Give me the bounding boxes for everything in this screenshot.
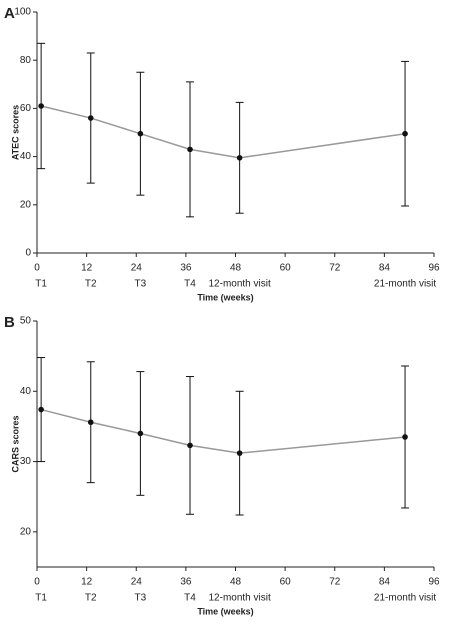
point	[87, 419, 94, 426]
point-label: T3	[135, 279, 147, 290]
x-tick-label: 12	[81, 263, 93, 274]
y-tick-label: 100	[14, 7, 31, 18]
point-label: 21-month visit	[374, 279, 436, 290]
panel-label: A	[4, 5, 15, 22]
line	[40, 105, 406, 159]
x-tick-label: 96	[428, 263, 440, 274]
x-tick-label: 24	[131, 577, 143, 588]
x-tick-label: 36	[180, 577, 192, 588]
point	[402, 434, 408, 440]
point	[236, 450, 243, 456]
x-tick-label: 0	[34, 577, 40, 588]
y-tick-label: 30	[20, 456, 32, 467]
point	[87, 115, 94, 121]
point-label: 12-month visit	[209, 593, 271, 604]
x-tick-label: 96	[428, 577, 440, 588]
y-tick-label: 60	[20, 103, 32, 114]
x-tick-label: 84	[379, 263, 391, 274]
point	[38, 406, 44, 413]
y-tick-label: 80	[20, 55, 32, 66]
y-axis-title: CARS scores	[10, 415, 20, 472]
point-label: T1	[35, 593, 47, 604]
x-axis-title: Time (weeks)	[197, 292, 253, 302]
panel-label: B	[4, 314, 15, 331]
point-label: T4	[184, 279, 196, 290]
y-tick-label: 20	[20, 199, 32, 210]
point	[137, 430, 144, 437]
point-label: T3	[135, 593, 147, 604]
y-tick-label: 0	[25, 248, 31, 259]
point	[402, 130, 408, 137]
point-label: 12-month visit	[209, 279, 271, 290]
x-tick-label: 48	[230, 263, 242, 274]
x-tick-label: 48	[230, 577, 242, 588]
point-label: T2	[85, 279, 97, 290]
x-tick-label: 36	[180, 263, 192, 274]
x-tick-label: 0	[34, 263, 40, 274]
y-tick-label: 20	[20, 526, 32, 537]
x-tick-label: 60	[280, 577, 292, 588]
x-tick-label: 72	[329, 577, 341, 588]
y-tick-label: 40	[20, 151, 32, 162]
point-label: T2	[85, 593, 97, 604]
x-tick-label: 12	[81, 577, 93, 588]
y-axis-title: ATEC scores	[10, 105, 20, 160]
point-label: T1	[35, 279, 47, 290]
x-axis-title: Time (weeks)	[197, 606, 253, 616]
point-label: T4	[184, 593, 196, 604]
point	[236, 155, 243, 161]
point	[187, 442, 193, 449]
y-tick-label: 50	[20, 316, 32, 327]
y-tick-label: 40	[20, 386, 32, 397]
line	[40, 408, 406, 454]
x-tick-label: 84	[379, 577, 391, 588]
point-label: 21-month visit	[374, 593, 436, 604]
x-tick-label: 60	[280, 263, 292, 274]
x-tick-label: 24	[131, 263, 143, 274]
point	[187, 146, 193, 153]
x-tick-label: 72	[329, 263, 341, 274]
point	[38, 103, 44, 109]
point	[137, 130, 144, 137]
